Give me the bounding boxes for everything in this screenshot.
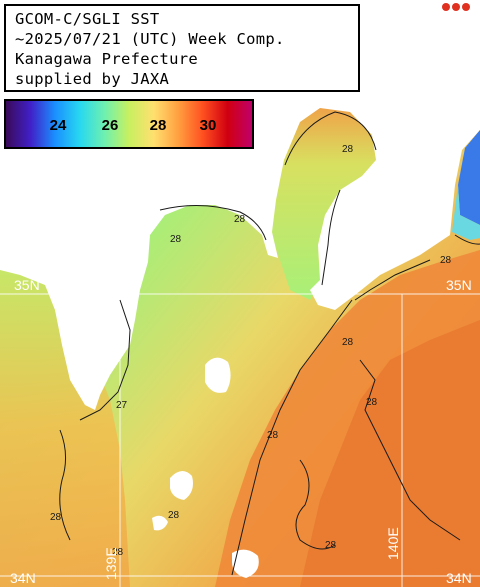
- colorbar-tick-28: 28: [149, 117, 167, 134]
- contour-label-mid-a: 28: [267, 430, 279, 441]
- contour-label-east-b: 28: [440, 255, 452, 266]
- contour-label-east-a: 28: [366, 397, 378, 408]
- contour-label-south-a: 28: [112, 547, 124, 558]
- jaxa-logo: [440, 0, 480, 12]
- title-box: GCOM-C/SGLI SST ~2025/07/21 (UTC) Week C…: [4, 4, 360, 92]
- colorbar-tick-26: 26: [101, 117, 119, 134]
- warm-water-south: [300, 320, 480, 587]
- graticule: [0, 293, 480, 587]
- title-line-3: Kanagawa Prefecture: [15, 50, 199, 68]
- sst-contours: [59, 111, 480, 576]
- contour-label-bay-west: 28: [170, 234, 182, 245]
- title-line-1: GCOM-C/SGLI SST: [15, 10, 160, 28]
- cool-water-east: [458, 130, 480, 225]
- lat-label-35n-left: 35N: [14, 277, 40, 293]
- cloud-gap-south-3: [232, 549, 259, 578]
- lat-label-35n-right: 35N: [446, 277, 472, 293]
- contour-label-south-c: 28: [168, 510, 180, 521]
- title-line-4: supplied by JAXA: [15, 70, 170, 88]
- contour-label-coast-b: 28: [342, 337, 354, 348]
- colorbar-tick-30: 30: [199, 117, 217, 134]
- title-line-2: ~2025/07/21 (UTC) Week Comp.: [15, 30, 285, 48]
- lon-label-140e: 140E: [385, 527, 401, 560]
- cloud-gap-south-2: [152, 515, 168, 531]
- lat-label-34n-right: 34N: [446, 570, 472, 586]
- cloud-gap-south-1: [170, 470, 193, 500]
- lat-label-34n-left: 34N: [10, 570, 36, 586]
- sst-colorbar: 24 26 28 30: [4, 99, 254, 149]
- cool-water-east-edge: [452, 185, 480, 240]
- tokyo-bay-water: [270, 105, 380, 300]
- contour-label-sagami-west: 27: [116, 400, 128, 411]
- contour-label-coast-a: 28: [342, 144, 354, 155]
- cloud-gap-bay: [205, 357, 231, 393]
- colorbar-tick-24: 24: [49, 117, 67, 134]
- contour-label-mid-b: 28: [50, 512, 62, 523]
- contour-label-south-b: 28: [325, 540, 337, 551]
- west-coastal-water: [0, 260, 130, 587]
- contour-label-bay-north: 28: [234, 214, 246, 225]
- lon-label-139e: 139E: [103, 547, 119, 580]
